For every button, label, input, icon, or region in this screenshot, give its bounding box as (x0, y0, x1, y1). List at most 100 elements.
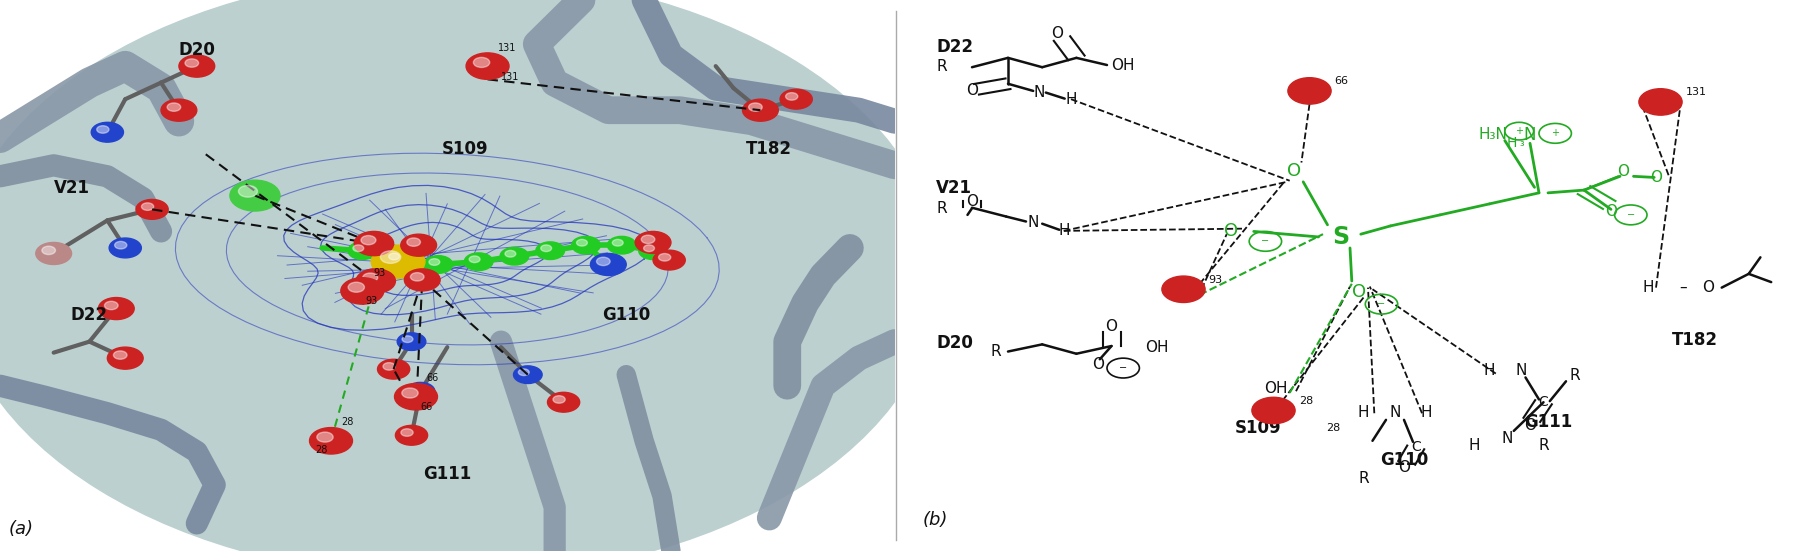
Circle shape (506, 250, 517, 257)
Text: O: O (1399, 460, 1409, 475)
Circle shape (378, 359, 410, 379)
Circle shape (178, 55, 214, 77)
Circle shape (540, 245, 551, 252)
Circle shape (353, 245, 364, 252)
Text: O: O (1051, 25, 1064, 41)
Ellipse shape (0, 0, 940, 551)
Circle shape (1163, 276, 1206, 302)
Circle shape (36, 242, 72, 264)
Text: G110: G110 (1381, 451, 1427, 469)
Text: H₃N: H₃N (1478, 127, 1508, 143)
Circle shape (347, 282, 364, 292)
Text: R: R (936, 58, 947, 74)
Text: N: N (1501, 430, 1514, 446)
Text: OH: OH (1112, 57, 1136, 73)
Circle shape (317, 432, 333, 442)
Circle shape (749, 103, 761, 111)
Circle shape (464, 253, 493, 271)
Circle shape (405, 269, 441, 291)
Circle shape (137, 199, 167, 219)
Text: 66: 66 (421, 402, 432, 413)
Text: N: N (1525, 126, 1535, 144)
Circle shape (410, 273, 425, 281)
Circle shape (142, 203, 153, 210)
Text: 66: 66 (1336, 76, 1348, 87)
Circle shape (383, 363, 396, 370)
Text: −: − (1377, 299, 1386, 309)
Circle shape (396, 425, 428, 445)
Text: G110: G110 (601, 306, 650, 323)
Circle shape (470, 256, 481, 263)
Circle shape (401, 388, 418, 398)
Text: 131: 131 (500, 72, 520, 82)
Circle shape (425, 256, 452, 273)
Text: N: N (1390, 404, 1400, 420)
Text: S109: S109 (441, 141, 488, 158)
Text: G111: G111 (1525, 413, 1571, 430)
Text: H: H (1507, 136, 1517, 150)
Circle shape (41, 246, 56, 255)
Circle shape (473, 57, 490, 67)
Circle shape (743, 99, 778, 121)
Circle shape (389, 253, 400, 260)
Circle shape (355, 231, 394, 256)
Circle shape (635, 231, 671, 253)
Text: OH: OH (1264, 381, 1289, 396)
Circle shape (356, 269, 396, 293)
Text: H: H (1483, 363, 1496, 378)
Circle shape (362, 235, 376, 245)
Circle shape (428, 258, 439, 266)
Circle shape (659, 253, 671, 261)
Circle shape (518, 369, 529, 376)
Circle shape (576, 239, 587, 246)
Text: C: C (1411, 440, 1420, 455)
Text: O: O (1651, 170, 1661, 185)
Circle shape (398, 333, 427, 350)
Circle shape (596, 257, 610, 266)
Circle shape (115, 241, 126, 249)
Circle shape (466, 53, 509, 79)
Text: H: H (1058, 223, 1069, 239)
Text: O: O (967, 193, 977, 209)
Circle shape (380, 251, 401, 263)
Text: T182: T182 (747, 141, 792, 158)
Text: H: H (1420, 404, 1433, 420)
Text: 131: 131 (499, 42, 517, 53)
Circle shape (590, 253, 626, 276)
Circle shape (99, 298, 135, 320)
Text: V21: V21 (54, 179, 90, 197)
Text: (b): (b) (922, 511, 949, 528)
Text: 28: 28 (342, 417, 355, 428)
Circle shape (612, 239, 623, 246)
Circle shape (536, 242, 565, 260)
Circle shape (644, 245, 655, 252)
Text: +: + (1516, 126, 1523, 136)
Circle shape (108, 347, 144, 369)
Text: O: O (1224, 223, 1238, 240)
Circle shape (641, 235, 655, 244)
Circle shape (371, 245, 425, 278)
Text: C: C (1539, 395, 1548, 409)
Text: O: O (1105, 318, 1118, 334)
Text: O: O (1616, 164, 1629, 180)
Text: O: O (1606, 203, 1616, 219)
Text: D22: D22 (70, 306, 108, 323)
Circle shape (364, 273, 378, 282)
Text: O: O (1525, 418, 1535, 433)
Circle shape (1253, 397, 1294, 424)
Text: G111: G111 (423, 466, 472, 483)
Text: O: O (1093, 357, 1103, 372)
Circle shape (572, 236, 599, 254)
Text: −: − (1262, 236, 1269, 246)
Circle shape (104, 301, 119, 310)
Text: H: H (1066, 91, 1076, 107)
Text: 28: 28 (1300, 396, 1312, 406)
Text: T182: T182 (1672, 331, 1717, 349)
Circle shape (110, 238, 142, 258)
Text: H: H (1357, 404, 1370, 420)
Text: 28: 28 (1325, 423, 1339, 433)
Circle shape (779, 89, 812, 109)
Text: O: O (1352, 283, 1366, 301)
Circle shape (347, 242, 376, 260)
Circle shape (553, 396, 565, 403)
